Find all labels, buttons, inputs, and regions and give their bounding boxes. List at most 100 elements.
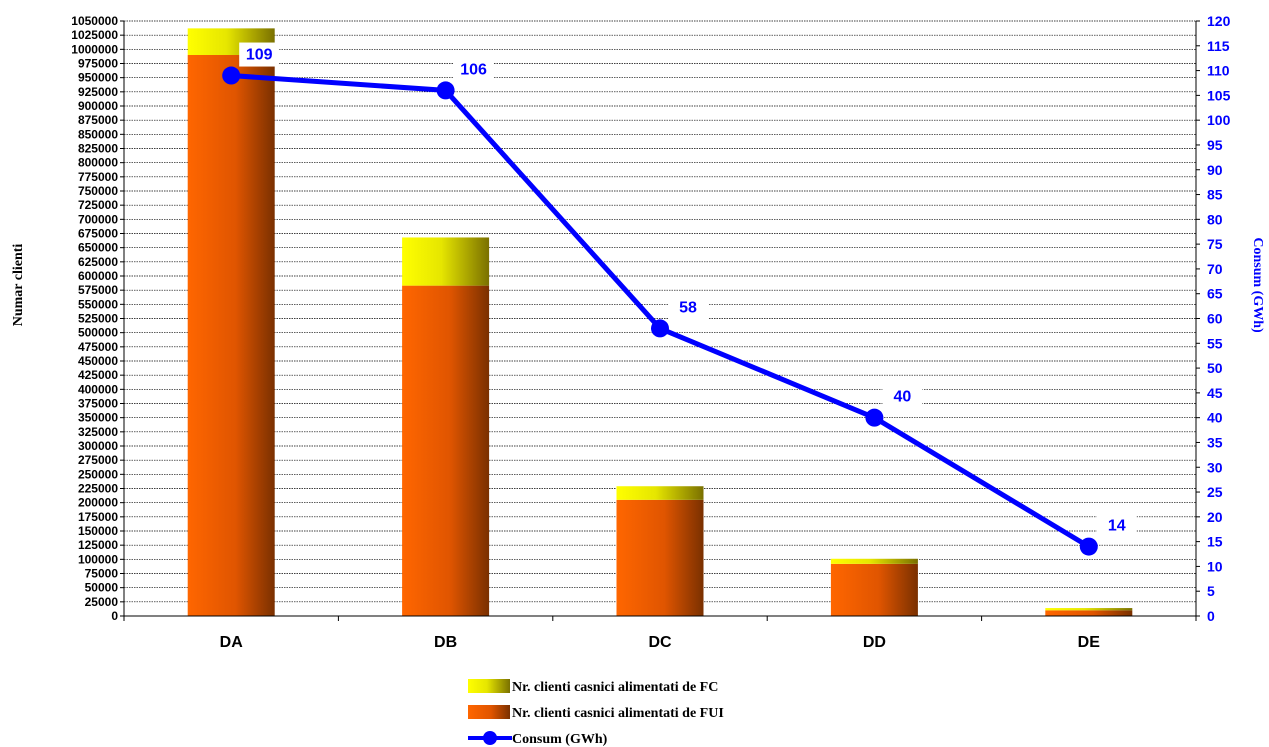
y2-tick-label: 10 xyxy=(1207,558,1223,574)
y-tick-label: 375000 xyxy=(78,397,118,411)
y-tick-label: 475000 xyxy=(78,340,118,354)
y2-tick-label: 115 xyxy=(1207,38,1230,54)
y2-tick-label: 75 xyxy=(1207,236,1223,252)
data-label-dc: 58 xyxy=(679,299,697,316)
y-tick-label: 25000 xyxy=(85,595,119,609)
data-label-dd: 40 xyxy=(894,389,912,406)
y-tick-label: 0 xyxy=(111,609,118,623)
y-tick-label: 200000 xyxy=(78,496,118,510)
y-tick-label: 350000 xyxy=(78,411,118,425)
y-tick-label: 950000 xyxy=(78,71,118,85)
consum-point-db xyxy=(436,81,455,100)
bar-fc-db xyxy=(402,237,490,286)
y2-tick-label: 55 xyxy=(1207,335,1223,351)
y-tick-label: 1000000 xyxy=(71,42,118,56)
y-tick-label: 1050000 xyxy=(71,14,118,28)
category-label-dd: DD xyxy=(863,634,886,651)
consum-point-de xyxy=(1079,537,1098,556)
y-tick-label: 50000 xyxy=(85,581,119,595)
data-label-de: 14 xyxy=(1108,518,1126,535)
data-label-bg xyxy=(668,295,708,320)
y2-tick-label: 100 xyxy=(1207,112,1231,128)
y-tick-label: 75000 xyxy=(85,567,119,581)
bar-fc-de xyxy=(1045,608,1133,611)
y-tick-label: 700000 xyxy=(78,212,118,226)
y-tick-label: 450000 xyxy=(78,354,118,368)
y-tick-label: 675000 xyxy=(78,227,118,241)
y2-tick-label: 0 xyxy=(1207,608,1215,624)
data-label-bg xyxy=(1096,513,1137,538)
y-tick-label: 975000 xyxy=(78,57,118,71)
data-label-bg xyxy=(882,384,923,409)
y-tick-label: 125000 xyxy=(78,538,118,552)
y-tick-label: 550000 xyxy=(78,297,118,311)
y-tick-label: 1025000 xyxy=(71,28,118,42)
y2-tick-label: 25 xyxy=(1207,484,1223,500)
y2-tick-label: 95 xyxy=(1207,137,1223,153)
y2-tick-label: 70 xyxy=(1207,261,1223,277)
data-label-db: 106 xyxy=(460,61,487,78)
consum-point-dc xyxy=(651,319,669,338)
y2-tick-label: 80 xyxy=(1207,211,1223,227)
bar-fui-db xyxy=(402,285,490,616)
y-tick-label: 175000 xyxy=(78,510,118,524)
gridlines xyxy=(124,20,1196,603)
data-label-bg xyxy=(453,57,494,82)
y2-tick-label: 60 xyxy=(1207,311,1223,327)
y2-tick-label: 50 xyxy=(1207,360,1223,376)
y-tick-label: 775000 xyxy=(78,170,118,184)
legend-swatch-bar xyxy=(468,705,510,719)
y-tick-label: 325000 xyxy=(78,425,118,439)
bars xyxy=(187,28,1133,616)
y2-tick-label: 120 xyxy=(1207,13,1231,29)
y-tick-label: 850000 xyxy=(78,127,118,141)
left-axis-ticks: 0250005000075000100000125000150000175000… xyxy=(71,14,124,623)
y2-tick-label: 65 xyxy=(1207,286,1223,302)
bar-fui-da xyxy=(187,55,275,616)
consum-line: 109 106 58 40 14 xyxy=(222,42,1137,556)
y2-tick-label: 90 xyxy=(1207,162,1223,178)
y-tick-label: 800000 xyxy=(78,156,118,170)
y-tick-label: 425000 xyxy=(78,368,118,382)
y2-axis-title: Consum (GWh) xyxy=(1250,237,1265,333)
y2-tick-label: 30 xyxy=(1207,459,1223,475)
y-tick-label: 650000 xyxy=(78,241,118,255)
y-tick-label: 300000 xyxy=(78,439,118,453)
legend-label: Nr. clienti casnici alimentati de FUI xyxy=(512,706,724,721)
bar-fc-dc xyxy=(616,486,704,500)
y-tick-label: 900000 xyxy=(78,99,118,113)
legend: Nr. clienti casnici alimentati de FC Nr. … xyxy=(468,679,724,747)
y-tick-label: 925000 xyxy=(78,85,118,99)
category-label-db: DB xyxy=(434,634,457,651)
y-tick-label: 875000 xyxy=(78,113,118,127)
y-tick-label: 150000 xyxy=(78,524,118,538)
category-label-dc: DC xyxy=(648,634,672,651)
y-tick-label: 225000 xyxy=(78,482,118,496)
y2-tick-label: 110 xyxy=(1207,63,1230,79)
bar-fc-dd xyxy=(830,558,918,564)
consum-point-dd xyxy=(865,408,884,427)
y-tick-label: 575000 xyxy=(78,283,118,297)
legend-label: Nr. clienti casnici alimentati de FC xyxy=(512,680,718,695)
y-tick-label: 825000 xyxy=(78,142,118,156)
y2-tick-label: 15 xyxy=(1207,534,1223,550)
bar-fui-dc xyxy=(616,499,704,616)
category-axis-ticks: DA DB DC DD DE xyxy=(123,616,1197,651)
y-tick-label: 625000 xyxy=(78,255,118,269)
y2-tick-label: 40 xyxy=(1207,410,1223,426)
y2-tick-label: 20 xyxy=(1207,509,1223,525)
y-tick-label: 750000 xyxy=(78,184,118,198)
y2-tick-label: 35 xyxy=(1207,434,1223,450)
y-tick-label: 400000 xyxy=(78,382,118,396)
y2-tick-label: 85 xyxy=(1207,187,1223,203)
bar-fui-de xyxy=(1045,610,1133,616)
data-label-bg xyxy=(239,42,280,67)
y-tick-label: 250000 xyxy=(78,467,118,481)
category-label-de: DE xyxy=(1078,634,1101,651)
bar-fui-dd xyxy=(830,563,918,616)
y-tick-label: 275000 xyxy=(78,453,118,467)
consum-point-da xyxy=(222,66,241,85)
legend-swatch-bar xyxy=(468,679,510,693)
y-tick-label: 725000 xyxy=(78,198,118,212)
